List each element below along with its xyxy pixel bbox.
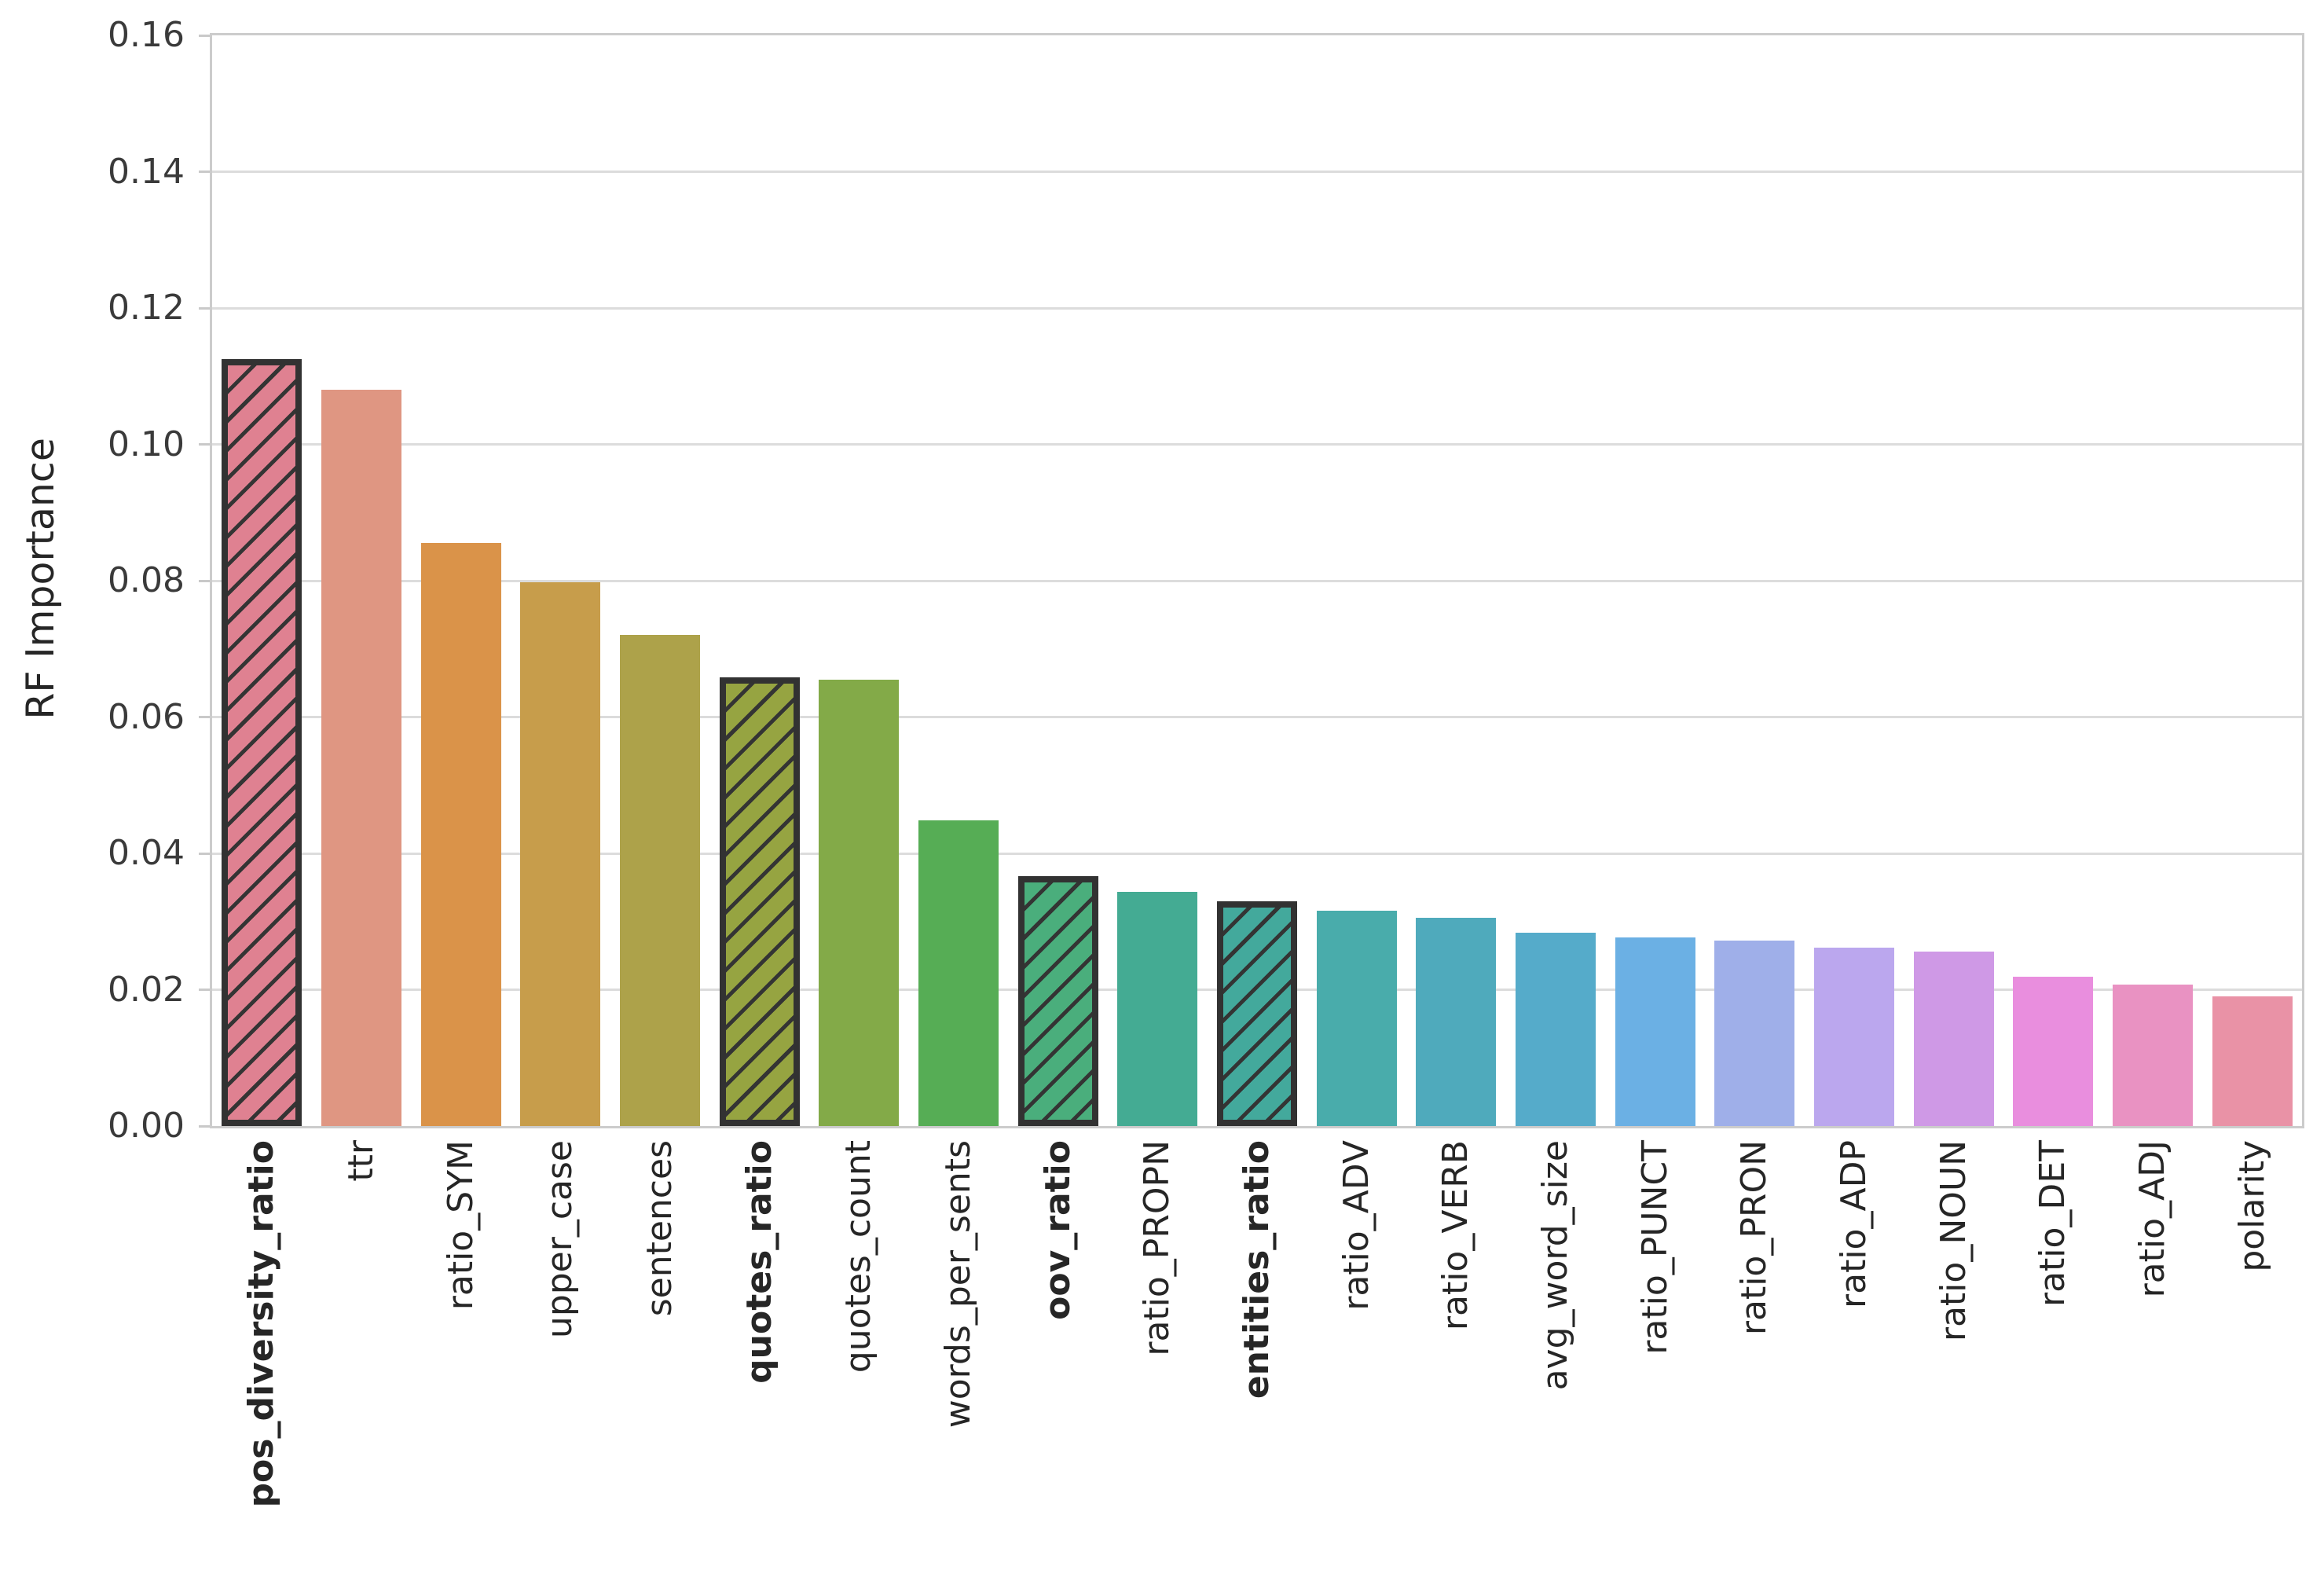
- x-tick-ratio_VERB: ratio_VERB: [1406, 1140, 1506, 1592]
- bar-oov_ratio: [1017, 876, 1098, 1126]
- y-tick-mark: [199, 1124, 210, 1128]
- x-tick-ratio_NOUN: ratio_NOUN: [1904, 1140, 2003, 1592]
- y-tick-mark: [199, 716, 210, 718]
- bar-quotes_count: [819, 680, 900, 1126]
- x-tick-label-ratio_PROPN: ratio_PROPN: [1137, 1140, 1178, 1356]
- x-tick-label-ttr: ttr: [340, 1140, 381, 1182]
- y-tick-mark: [199, 579, 210, 582]
- x-tick-quotes_count: quotes_count: [809, 1140, 909, 1592]
- x-tick-label-ratio_ADJ: ratio_ADJ: [2132, 1140, 2172, 1298]
- bar-sentences: [620, 635, 700, 1126]
- bar-ratio_ADJ: [2113, 985, 2193, 1126]
- bar-ratio_VERB: [1416, 918, 1497, 1126]
- x-tick-words_per_sents: words_per_sents: [909, 1140, 1009, 1592]
- bar-ratio_PROPN: [1117, 892, 1198, 1126]
- bar-ttr: [321, 390, 401, 1126]
- x-tick-pos_diversity_ratio: pos_diversity_ratio: [212, 1140, 312, 1592]
- y-tick-label: 0.08: [108, 560, 185, 600]
- bar-upper_case: [520, 582, 601, 1126]
- y-tick-label: 0.10: [108, 424, 185, 464]
- bar-avg_word_size: [1516, 933, 1596, 1126]
- x-tick-label-oov_ratio: oov_ratio: [1037, 1140, 1078, 1320]
- x-tick-label-avg_word_size: avg_word_size: [1534, 1140, 1575, 1391]
- x-tick-label-ratio_DET: ratio_DET: [2033, 1140, 2073, 1308]
- y-tick-mark: [199, 443, 210, 446]
- y-tick-mark: [199, 306, 210, 310]
- x-tick-label-ratio_PUNCT: ratio_PUNCT: [1634, 1140, 1675, 1355]
- y-tick-label: 0.12: [108, 288, 185, 328]
- y-gridline: [212, 852, 2302, 855]
- bar-ratio_ADV: [1316, 911, 1397, 1126]
- x-tick-label-sentences: sentences: [639, 1140, 680, 1317]
- x-tick-polarity: polarity: [2202, 1140, 2302, 1592]
- x-tick-label-ratio_ADP: ratio_ADP: [1833, 1140, 1874, 1308]
- y-tick-label: 0.04: [108, 833, 185, 873]
- x-tick-label-ratio_PRON: ratio_PRON: [1734, 1140, 1775, 1336]
- y-tick-label: 0.14: [108, 151, 185, 192]
- x-tick-label-ratio_SYM: ratio_SYM: [440, 1140, 481, 1311]
- x-tick-ratio_ADV: ratio_ADV: [1307, 1140, 1406, 1592]
- bar-ratio_PRON: [1714, 941, 1795, 1126]
- y-tick-label: 0.06: [108, 696, 185, 737]
- x-tick-label-upper_case: upper_case: [540, 1140, 581, 1339]
- bar-ratio_PUNCT: [1615, 937, 1695, 1126]
- y-gridline: [212, 443, 2302, 446]
- bar-entities_ratio: [1217, 901, 1297, 1126]
- x-tick-label-ratio_VERB: ratio_VERB: [1435, 1140, 1476, 1331]
- x-tick-label-words_per_sents: words_per_sents: [937, 1140, 978, 1429]
- y-gridline: [212, 306, 2302, 310]
- x-tick-label-ratio_ADV: ratio_ADV: [1336, 1140, 1376, 1311]
- y-tick-label: 0.02: [108, 969, 185, 1010]
- x-tick-entities_ratio: entities_ratio: [1208, 1140, 1307, 1592]
- x-tick-label-ratio_NOUN: ratio_NOUN: [1933, 1140, 1974, 1342]
- x-tick-ratio_PUNCT: ratio_PUNCT: [1605, 1140, 1705, 1592]
- x-tick-label-quotes_count: quotes_count: [838, 1140, 879, 1374]
- x-tick-ratio_SYM: ratio_SYM: [411, 1140, 511, 1592]
- bar-ratio_NOUN: [1913, 952, 1994, 1126]
- y-tick-mark: [199, 34, 210, 37]
- y-tick-mark: [199, 171, 210, 173]
- y-gridline: [212, 716, 2302, 718]
- x-tick-label-pos_diversity_ratio: pos_diversity_ratio: [241, 1140, 282, 1508]
- x-tick-label-polarity: polarity: [2231, 1140, 2272, 1272]
- bar-polarity: [2212, 996, 2293, 1126]
- y-tick-mark: [199, 852, 210, 855]
- x-tick-ratio_ADJ: ratio_ADJ: [2103, 1140, 2203, 1592]
- bar-ratio_SYM: [420, 543, 501, 1126]
- x-tick-sentences: sentences: [610, 1140, 710, 1592]
- x-tick-label-entities_ratio: entities_ratio: [1236, 1140, 1277, 1399]
- y-tick-label: 0.00: [108, 1106, 185, 1146]
- x-tick-label-quotes_ratio: quotes_ratio: [739, 1140, 779, 1384]
- x-tick-oov_ratio: oov_ratio: [1008, 1140, 1108, 1592]
- x-tick-ratio_DET: ratio_DET: [2003, 1140, 2103, 1592]
- bar-ratio_ADP: [1814, 948, 1894, 1126]
- bar-words_per_sents: [918, 820, 999, 1126]
- y-gridline: [212, 171, 2302, 173]
- x-tick-avg_word_size: avg_word_size: [1506, 1140, 1606, 1592]
- y-tick-mark: [199, 989, 210, 991]
- x-tick-ratio_PROPN: ratio_PROPN: [1108, 1140, 1208, 1592]
- x-tick-upper_case: upper_case: [511, 1140, 610, 1592]
- x-tick-quotes_ratio: quotes_ratio: [709, 1140, 809, 1592]
- y-tick-label: 0.16: [108, 15, 185, 55]
- x-tick-ratio_ADP: ratio_ADP: [1805, 1140, 1904, 1592]
- plot-area: 0.00 0.02 0.04 0.06 0.08 0.10 0.12 0.14 0.16 pos_…: [108, 17, 2304, 1507]
- bar-ratio_DET: [2013, 977, 2094, 1126]
- y-gridline: [212, 579, 2302, 582]
- x-tick-ratio_PRON: ratio_PRON: [1705, 1140, 1805, 1592]
- bar-pos_diversity_ratio: [222, 359, 302, 1126]
- bar-quotes_ratio: [719, 677, 800, 1126]
- x-tick-ttr: ttr: [312, 1140, 412, 1592]
